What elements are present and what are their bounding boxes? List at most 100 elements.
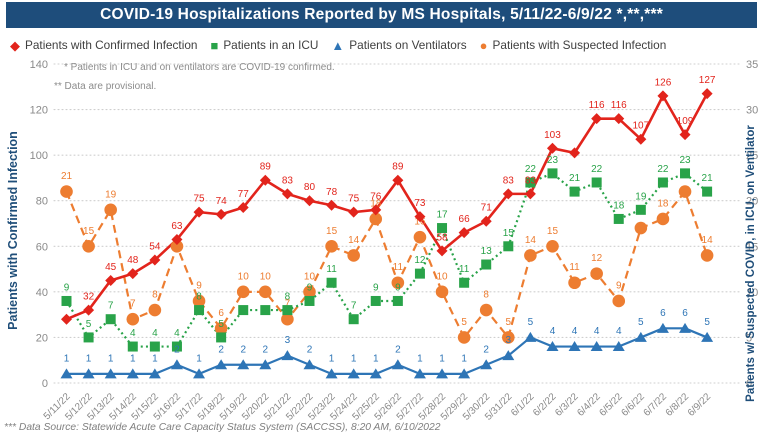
svg-text:0: 0: [746, 378, 752, 390]
svg-text:2: 2: [483, 344, 489, 355]
legend-item-patients-in-an-icu: ■ Patients in an ICU: [210, 38, 318, 52]
svg-text:32: 32: [83, 292, 95, 303]
svg-text:12: 12: [591, 253, 603, 264]
svg-text:8: 8: [483, 290, 489, 301]
svg-text:15: 15: [746, 241, 758, 253]
series-ventilators-markers: [60, 322, 714, 379]
svg-text:63: 63: [171, 221, 183, 232]
svg-text:21: 21: [61, 171, 73, 182]
circle-marker-icon: ●: [479, 37, 488, 53]
svg-text:1: 1: [196, 353, 202, 364]
svg-text:20: 20: [746, 196, 758, 208]
svg-text:1: 1: [64, 353, 70, 364]
svg-text:18: 18: [657, 198, 669, 209]
legend-label: Patients with Confirmed Infection: [25, 38, 198, 52]
svg-text:7: 7: [130, 299, 136, 310]
legend-item-patients-with-confirmed-infection: ◆ Patients with Confirmed Infection: [10, 38, 197, 52]
svg-text:22: 22: [657, 164, 669, 175]
series-icu-line: [65, 172, 708, 348]
svg-text:11: 11: [459, 264, 470, 275]
svg-text:5: 5: [506, 317, 512, 328]
svg-text:107: 107: [632, 121, 649, 132]
diamond-marker-icon: ◆: [10, 37, 20, 53]
legend-label: Patients on Ventilators: [349, 38, 467, 52]
svg-text:77: 77: [238, 189, 250, 200]
svg-text:23: 23: [547, 155, 559, 166]
svg-text:127: 127: [699, 75, 716, 86]
svg-text:6: 6: [218, 308, 224, 319]
svg-text:54: 54: [149, 241, 161, 252]
svg-text:103: 103: [544, 130, 561, 141]
svg-text:17: 17: [436, 210, 448, 221]
svg-text:5: 5: [746, 332, 752, 344]
svg-text:109: 109: [677, 116, 694, 127]
svg-text:25: 25: [746, 150, 758, 162]
right-axis-title: Patients w/ Suspected COVID, in ICU, on …: [745, 125, 757, 402]
svg-text:9: 9: [395, 282, 401, 293]
svg-text:6/8/22: 6/8/22: [664, 391, 692, 419]
svg-text:8: 8: [152, 290, 158, 301]
svg-text:2: 2: [174, 344, 180, 355]
svg-text:6/6/22: 6/6/22: [620, 391, 648, 419]
svg-text:13: 13: [481, 246, 493, 257]
svg-text:2: 2: [307, 344, 313, 355]
svg-text:19: 19: [635, 191, 647, 202]
svg-text:73: 73: [414, 198, 426, 209]
svg-text:6/4/22: 6/4/22: [575, 391, 603, 419]
svg-text:18: 18: [613, 200, 625, 211]
svg-text:6/1/22: 6/1/22: [509, 391, 537, 419]
svg-text:100: 100: [30, 150, 48, 162]
svg-text:21: 21: [702, 173, 714, 184]
svg-text:4: 4: [152, 328, 158, 339]
svg-text:23: 23: [679, 155, 691, 166]
svg-text:74: 74: [216, 196, 228, 207]
chart-legend: ◆ Patients with Confirmed Infection ■ Patie…: [10, 36, 666, 54]
note-provisional: ** Data are provisional.: [54, 81, 157, 92]
svg-text:2: 2: [218, 344, 224, 355]
svg-text:1: 1: [86, 353, 92, 364]
svg-text:19: 19: [105, 189, 117, 200]
svg-text:45: 45: [105, 262, 117, 273]
svg-text:15: 15: [547, 226, 559, 237]
svg-text:12: 12: [414, 255, 426, 266]
svg-text:6: 6: [682, 308, 688, 319]
svg-text:2: 2: [395, 344, 401, 355]
svg-text:83: 83: [282, 175, 294, 186]
svg-text:1: 1: [351, 353, 357, 364]
svg-text:89: 89: [392, 162, 404, 173]
svg-text:6/5/22: 6/5/22: [597, 391, 625, 419]
svg-text:1: 1: [373, 353, 379, 364]
svg-text:1: 1: [439, 353, 445, 364]
series-suspected-markers: [60, 185, 714, 344]
svg-text:1: 1: [329, 353, 335, 364]
svg-text:75: 75: [193, 194, 205, 205]
svg-text:4: 4: [572, 326, 578, 337]
square-marker-icon: ■: [210, 37, 219, 53]
svg-text:11: 11: [326, 264, 337, 275]
svg-text:9: 9: [307, 282, 313, 293]
svg-text:140: 140: [30, 59, 48, 71]
svg-text:4: 4: [130, 328, 136, 339]
svg-text:10: 10: [436, 271, 448, 282]
svg-text:4: 4: [616, 326, 622, 337]
left-axis-title: Patients with Confirmed Infection: [6, 131, 20, 330]
svg-text:48: 48: [127, 255, 139, 266]
svg-text:5: 5: [638, 317, 644, 328]
svg-text:71: 71: [481, 203, 493, 214]
svg-text:60: 60: [36, 241, 48, 253]
series-suspected-line: [65, 190, 709, 339]
svg-text:6/3/22: 6/3/22: [553, 391, 581, 419]
legend-label: Patients with Suspected Infection: [492, 38, 667, 52]
svg-text:7: 7: [108, 301, 114, 312]
svg-text:9: 9: [64, 282, 70, 293]
svg-text:15: 15: [326, 226, 338, 237]
svg-text:80: 80: [36, 196, 48, 208]
series-confirmed-markers: [61, 88, 713, 325]
svg-text:4: 4: [174, 328, 180, 339]
svg-text:10: 10: [260, 271, 272, 282]
